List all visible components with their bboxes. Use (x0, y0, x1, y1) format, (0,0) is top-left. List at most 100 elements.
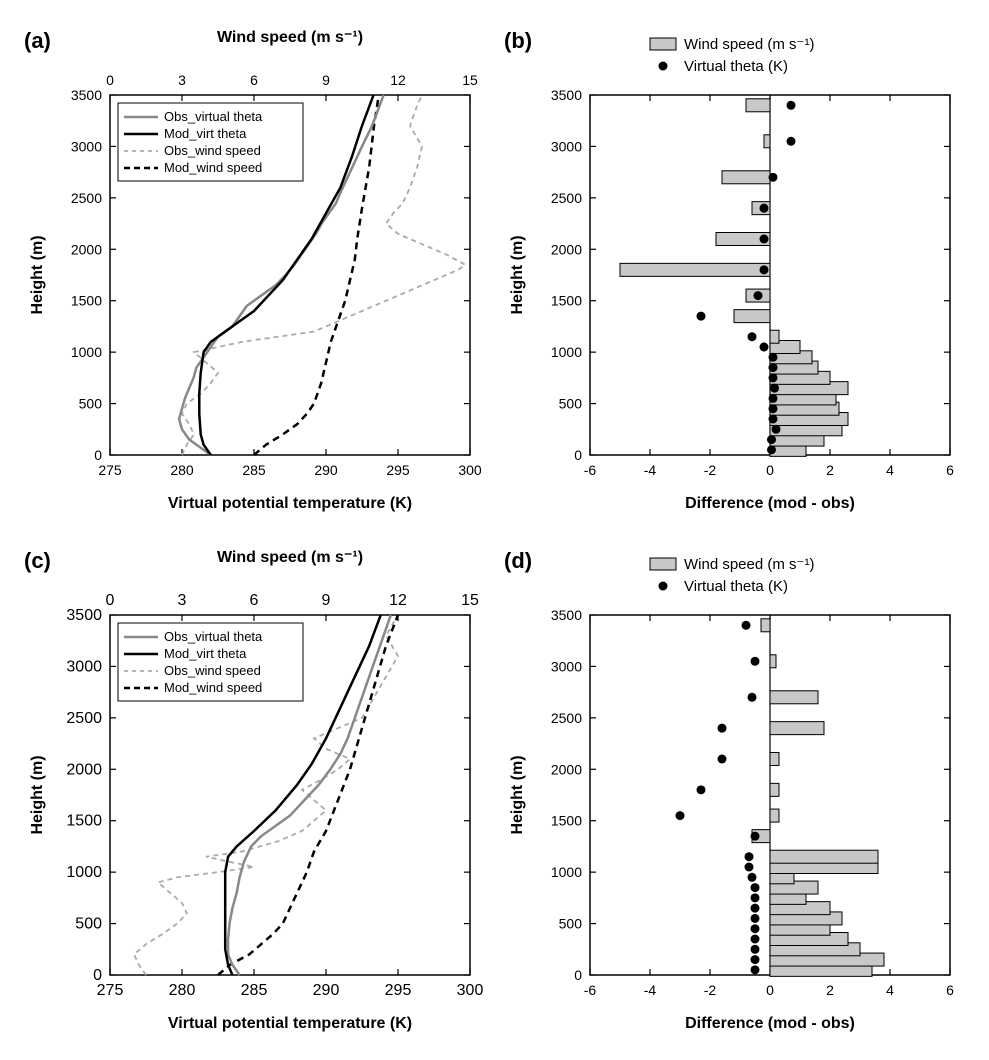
svg-text:280: 280 (170, 462, 194, 478)
svg-text:0: 0 (574, 447, 582, 463)
svg-text:1500: 1500 (551, 293, 582, 309)
svg-text:Wind speed (m s⁻¹): Wind speed (m s⁻¹) (217, 549, 363, 566)
svg-text:Virtual potential temperature: Virtual potential temperature (K) (168, 495, 412, 512)
svg-text:Difference (mod - obs): Difference (mod - obs) (685, 1015, 855, 1032)
svg-text:3500: 3500 (66, 607, 102, 624)
panel-c-svg: 0500100015002000250030003500275280285290… (20, 540, 490, 1040)
svg-text:Height (m): Height (m) (509, 755, 526, 834)
svg-text:1500: 1500 (71, 293, 102, 309)
svg-text:0: 0 (106, 72, 114, 88)
svg-text:290: 290 (313, 982, 340, 999)
panel-b-svg: 0 500 1000 1500 2000 2500 3000 3500 -6 -4 -2 0 2 4 6 Di… (500, 20, 970, 520)
svg-text:4: 4 (886, 982, 894, 998)
svg-text:12: 12 (389, 592, 407, 609)
svg-text:3000: 3000 (66, 658, 102, 675)
svg-text:500: 500 (559, 916, 583, 932)
svg-text:4: 4 (886, 462, 894, 478)
panel-a: (a) 050010001500200025003000350027528028… (20, 20, 490, 520)
svg-text:6: 6 (946, 982, 954, 998)
svg-text:500: 500 (79, 396, 103, 412)
svg-text:2: 2 (826, 462, 834, 478)
svg-text:280: 280 (169, 982, 196, 999)
svg-text:0: 0 (766, 982, 774, 998)
svg-text:Wind speed (m s⁻¹): Wind speed (m s⁻¹) (684, 36, 814, 53)
svg-text:1000: 1000 (66, 864, 102, 881)
svg-text:Height (m): Height (m) (509, 235, 526, 314)
svg-text:1000: 1000 (551, 864, 582, 880)
svg-text:275: 275 (97, 982, 124, 999)
svg-text:2000: 2000 (551, 761, 582, 777)
svg-text:2: 2 (826, 982, 834, 998)
panel-c: (c) 050010001500200025003000350027528028… (20, 540, 490, 1040)
svg-text:290: 290 (314, 462, 338, 478)
svg-text:Difference (mod - obs): Difference (mod - obs) (685, 495, 855, 512)
svg-text:-2: -2 (704, 982, 717, 998)
svg-text:Wind speed (m s⁻¹): Wind speed (m s⁻¹) (684, 556, 814, 573)
svg-text:3: 3 (178, 72, 186, 88)
svg-text:Mod_wind speed: Mod_wind speed (164, 680, 262, 695)
svg-text:3000: 3000 (551, 658, 582, 674)
figure-grid: (a) 050010001500200025003000350027528028… (20, 20, 969, 1040)
svg-text:285: 285 (241, 982, 268, 999)
svg-text:-6: -6 (584, 462, 597, 478)
svg-text:9: 9 (322, 592, 331, 609)
svg-text:Obs_wind speed: Obs_wind speed (164, 143, 261, 158)
svg-text:3500: 3500 (71, 87, 102, 103)
svg-text:3000: 3000 (71, 138, 102, 154)
svg-text:Obs_wind speed: Obs_wind speed (164, 663, 261, 678)
svg-text:300: 300 (458, 462, 482, 478)
svg-text:-4: -4 (644, 462, 657, 478)
svg-text:6: 6 (946, 462, 954, 478)
svg-text:285: 285 (242, 462, 266, 478)
svg-text:-6: -6 (584, 982, 597, 998)
svg-text:295: 295 (386, 462, 410, 478)
svg-text:500: 500 (559, 396, 583, 412)
svg-text:Height (m): Height (m) (29, 755, 46, 834)
panel-d-label: (d) (504, 548, 532, 574)
svg-text:Mod_wind speed: Mod_wind speed (164, 160, 262, 175)
svg-text:2000: 2000 (71, 241, 102, 257)
svg-text:Obs_virtual theta: Obs_virtual theta (164, 109, 263, 124)
svg-text:2000: 2000 (551, 241, 582, 257)
panel-a-label: (a) (24, 28, 51, 54)
svg-text:1000: 1000 (551, 344, 582, 360)
panel-a-svg: 0500100015002000250030003500275280285290… (20, 20, 490, 520)
svg-text:2500: 2500 (71, 190, 102, 206)
svg-text:0: 0 (766, 462, 774, 478)
svg-text:12: 12 (390, 72, 406, 88)
svg-text:1500: 1500 (551, 813, 582, 829)
svg-text:500: 500 (75, 916, 102, 933)
svg-text:15: 15 (462, 72, 478, 88)
panel-c-label: (c) (24, 548, 51, 574)
svg-text:3: 3 (178, 592, 187, 609)
svg-text:300: 300 (457, 982, 484, 999)
svg-text:1000: 1000 (71, 344, 102, 360)
svg-text:9: 9 (322, 72, 330, 88)
svg-text:275: 275 (98, 462, 122, 478)
svg-text:295: 295 (385, 982, 412, 999)
svg-text:Obs_virtual theta: Obs_virtual theta (164, 629, 263, 644)
panel-d: (d) 0 500 1000 1500 2000 2500 3000 3500 -6 -4 -2 0 2… (500, 540, 970, 1040)
svg-text:0: 0 (574, 967, 582, 983)
svg-text:0: 0 (106, 592, 115, 609)
svg-text:0: 0 (94, 447, 102, 463)
svg-text:Mod_virt theta: Mod_virt theta (164, 646, 247, 661)
svg-text:Virtual potential temperature: Virtual potential temperature (K) (168, 1015, 412, 1032)
panel-b-label: (b) (504, 28, 532, 54)
svg-text:2000: 2000 (66, 761, 102, 778)
svg-text:Wind speed (m s⁻¹): Wind speed (m s⁻¹) (217, 29, 363, 46)
svg-text:-4: -4 (644, 982, 657, 998)
svg-text:2500: 2500 (551, 710, 582, 726)
svg-text:Virtual theta (K): Virtual theta (K) (684, 578, 788, 595)
svg-text:2500: 2500 (551, 190, 582, 206)
svg-text:-2: -2 (704, 462, 717, 478)
svg-text:6: 6 (250, 72, 258, 88)
svg-text:3000: 3000 (551, 138, 582, 154)
svg-text:3500: 3500 (551, 607, 582, 623)
svg-text:6: 6 (250, 592, 259, 609)
svg-text:Mod_virt theta: Mod_virt theta (164, 126, 247, 141)
svg-text:Virtual theta (K): Virtual theta (K) (684, 58, 788, 75)
svg-text:2500: 2500 (66, 710, 102, 727)
svg-text:3500: 3500 (551, 87, 582, 103)
panel-b: (b) 0 500 1000 1500 2000 2500 3000 3500 -6 -4 -2 0 2… (500, 20, 970, 520)
